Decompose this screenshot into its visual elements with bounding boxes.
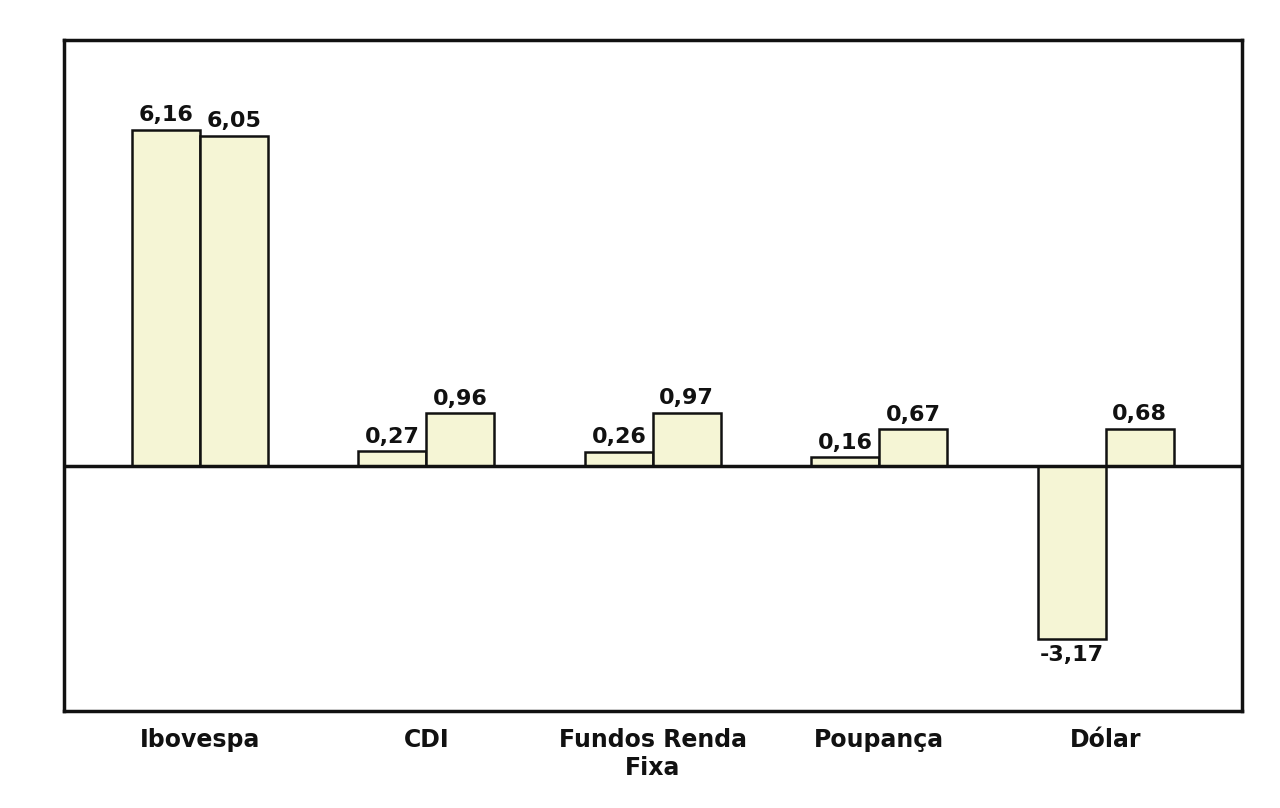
Bar xyxy=(585,452,653,465)
Text: 0,27: 0,27 xyxy=(365,427,420,447)
Bar xyxy=(358,451,426,465)
Text: 0,67: 0,67 xyxy=(886,405,941,425)
Bar xyxy=(812,457,879,465)
Bar xyxy=(132,130,200,465)
Text: 6,05: 6,05 xyxy=(206,112,261,132)
Text: 0,68: 0,68 xyxy=(1112,404,1167,424)
Bar xyxy=(1106,428,1174,465)
Text: 0,97: 0,97 xyxy=(659,389,714,408)
Bar xyxy=(879,429,947,465)
Bar xyxy=(1038,465,1106,638)
Text: 6,16: 6,16 xyxy=(138,106,193,125)
Text: 0,16: 0,16 xyxy=(818,432,873,452)
Text: 0,26: 0,26 xyxy=(591,427,646,447)
Text: -3,17: -3,17 xyxy=(1039,645,1103,665)
Bar xyxy=(426,414,494,465)
Text: 0,96: 0,96 xyxy=(433,389,488,409)
Bar xyxy=(200,136,268,465)
Bar xyxy=(653,413,721,465)
